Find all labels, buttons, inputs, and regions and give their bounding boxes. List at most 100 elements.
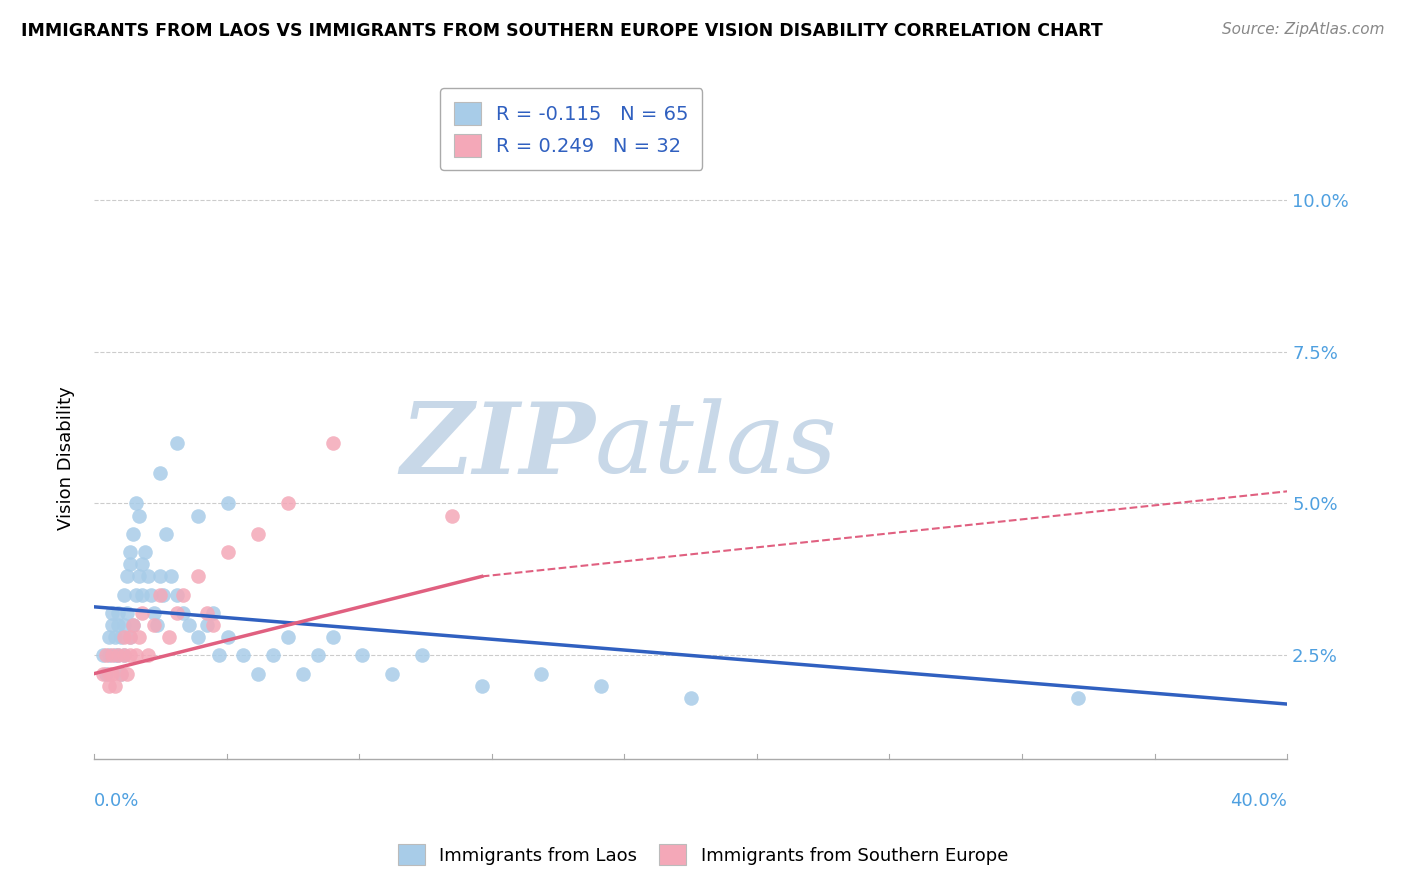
- Text: atlas: atlas: [595, 398, 838, 493]
- Point: [125, 588, 148, 602]
- Point: [217, 630, 239, 644]
- Point: [202, 606, 225, 620]
- Point: [104, 648, 127, 663]
- Point: [91, 648, 114, 663]
- Point: [217, 496, 239, 510]
- Point: [101, 648, 124, 663]
- Point: [97, 666, 120, 681]
- Point: [136, 569, 159, 583]
- Point: [121, 527, 143, 541]
- Point: [107, 618, 129, 632]
- Point: [187, 508, 209, 523]
- Point: [166, 435, 188, 450]
- Point: [110, 630, 132, 644]
- Y-axis label: Vision Disability: Vision Disability: [58, 386, 75, 530]
- Point: [172, 606, 194, 620]
- Point: [160, 569, 183, 583]
- Text: ZIP: ZIP: [401, 398, 595, 494]
- Point: [591, 679, 613, 693]
- Legend: Immigrants from Laos, Immigrants from Southern Europe: Immigrants from Laos, Immigrants from So…: [389, 835, 1017, 874]
- Point: [134, 545, 156, 559]
- Point: [128, 630, 150, 644]
- Point: [131, 588, 153, 602]
- Point: [118, 630, 141, 644]
- Text: 40.0%: 40.0%: [1230, 792, 1288, 810]
- Point: [139, 588, 162, 602]
- Point: [136, 648, 159, 663]
- Point: [262, 648, 284, 663]
- Point: [217, 545, 239, 559]
- Point: [125, 648, 148, 663]
- Point: [195, 606, 218, 620]
- Point: [679, 691, 702, 706]
- Legend: R = -0.115   N = 65, R = 0.249   N = 32: R = -0.115 N = 65, R = 0.249 N = 32: [440, 88, 703, 170]
- Point: [104, 630, 127, 644]
- Point: [471, 679, 494, 693]
- Point: [381, 666, 404, 681]
- Point: [121, 618, 143, 632]
- Point: [107, 606, 129, 620]
- Point: [110, 666, 132, 681]
- Point: [91, 666, 114, 681]
- Point: [94, 666, 117, 681]
- Point: [322, 435, 344, 450]
- Text: 0.0%: 0.0%: [94, 792, 139, 810]
- Text: IMMIGRANTS FROM LAOS VS IMMIGRANTS FROM SOUTHERN EUROPE VISION DISABILITY CORREL: IMMIGRANTS FROM LAOS VS IMMIGRANTS FROM …: [21, 22, 1102, 40]
- Point: [187, 630, 209, 644]
- Point: [97, 630, 120, 644]
- Point: [112, 648, 135, 663]
- Text: Source: ZipAtlas.com: Source: ZipAtlas.com: [1222, 22, 1385, 37]
- Point: [101, 618, 124, 632]
- Point: [247, 527, 270, 541]
- Point: [112, 588, 135, 602]
- Point: [232, 648, 254, 663]
- Point: [131, 558, 153, 572]
- Point: [277, 496, 299, 510]
- Point: [352, 648, 374, 663]
- Point: [277, 630, 299, 644]
- Point: [291, 666, 314, 681]
- Point: [128, 508, 150, 523]
- Point: [110, 666, 132, 681]
- Point: [152, 588, 174, 602]
- Point: [94, 648, 117, 663]
- Point: [121, 618, 143, 632]
- Point: [208, 648, 231, 663]
- Point: [101, 666, 124, 681]
- Point: [125, 496, 148, 510]
- Point: [142, 618, 165, 632]
- Point: [307, 648, 329, 663]
- Point: [101, 606, 124, 620]
- Point: [202, 618, 225, 632]
- Point: [142, 606, 165, 620]
- Point: [112, 648, 135, 663]
- Point: [107, 648, 129, 663]
- Point: [97, 679, 120, 693]
- Point: [155, 527, 177, 541]
- Point: [115, 666, 138, 681]
- Point: [131, 606, 153, 620]
- Point: [195, 618, 218, 632]
- Point: [145, 618, 167, 632]
- Point: [118, 630, 141, 644]
- Point: [148, 588, 170, 602]
- Point: [1067, 691, 1090, 706]
- Point: [104, 679, 127, 693]
- Point: [107, 648, 129, 663]
- Point: [115, 569, 138, 583]
- Point: [118, 545, 141, 559]
- Point: [148, 466, 170, 480]
- Point: [187, 569, 209, 583]
- Point: [530, 666, 553, 681]
- Point: [148, 569, 170, 583]
- Point: [118, 558, 141, 572]
- Point: [172, 588, 194, 602]
- Point: [411, 648, 433, 663]
- Point: [112, 618, 135, 632]
- Point: [166, 606, 188, 620]
- Point: [97, 648, 120, 663]
- Point: [440, 508, 463, 523]
- Point: [157, 630, 180, 644]
- Point: [322, 630, 344, 644]
- Point: [115, 606, 138, 620]
